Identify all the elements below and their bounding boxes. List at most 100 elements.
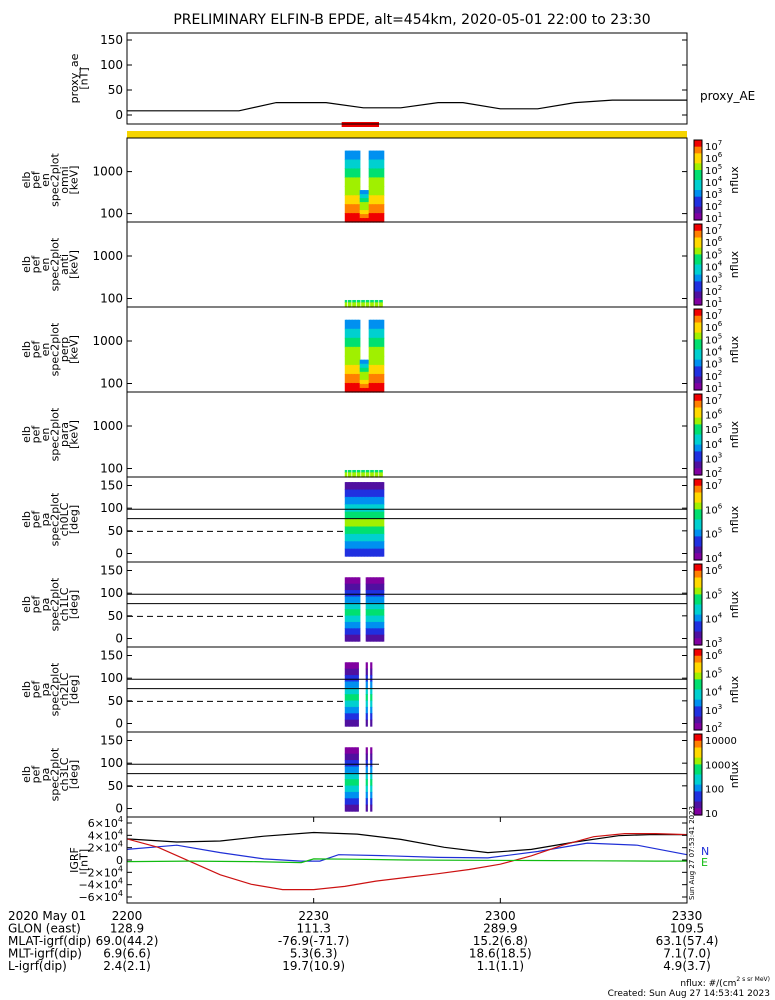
spectrogram-cell [353,302,356,306]
spectrogram-cell [353,772,356,780]
y-tick-label: 100 [100,207,123,221]
y-axis-label: [keV] [68,250,81,279]
colorbar-tick-label: 105 [705,587,722,601]
spectrogram-cell [350,590,353,598]
spectrogram-cell [344,304,347,308]
spectrogram-cell [374,302,377,306]
spectrogram-cell [347,694,350,702]
spectrogram-cell [380,489,383,498]
spectrogram-cell [379,299,382,303]
spectrogram-cell [344,168,347,178]
spectrogram-cell [364,214,367,219]
spectrogram-cell [352,474,355,478]
spectrogram-cell [349,319,352,330]
spectrogram-cell [379,346,382,357]
y-tick-label: 150 [100,33,123,47]
labels-layer: 150100500proxy_ae[nT]proxy_AE1000100elbp… [20,33,755,904]
spectrogram-cell [352,548,355,557]
spectrogram-cell [355,804,358,812]
spectrogram-cell [382,596,385,604]
spectrogram-cell [353,700,356,708]
spectrogram-cell [379,337,382,348]
spectrogram-cell [371,204,374,214]
spectrogram-cell [376,621,379,629]
spectrogram-cell [379,482,382,491]
spectrogram-cell [350,668,353,676]
spectrogram-cell [365,668,368,676]
spectrogram-cell [358,482,361,491]
spectrogram-cell [371,319,374,330]
spectrogram-cell [380,583,383,591]
spectrogram-cell [353,489,356,498]
spectrogram-cell [346,602,349,610]
footer-value: 69.0(44.2) [96,934,159,948]
spectrogram-cell [370,541,373,550]
spectrogram-cell [346,779,349,787]
spectrogram-cell [361,533,364,542]
y-tick-label: 6×104 [88,815,123,830]
spectrogram-cell [371,590,374,598]
colorbar-cell [694,186,702,191]
spectrogram-cell [353,747,356,755]
colorbar-cell [694,143,702,148]
colorbar-cell [694,798,702,803]
panel-frame [126,646,688,733]
spectrogram-cell [365,713,368,721]
spectrogram-cell [380,504,383,513]
spectrogram-cell [364,371,367,377]
spectrogram-cell [359,214,362,219]
spectrogram-cell [355,150,358,161]
colorbar-cell [694,193,702,198]
spectrogram-cell [349,299,352,303]
spectrogram-cell [362,548,365,557]
spectrogram-cell [350,700,353,708]
spectrogram-cell [380,204,383,214]
y-axis-label: elb [20,426,33,443]
spectrogram-cell [344,694,347,702]
spectrogram-cell [368,548,371,557]
y-axis-label: [nT] [78,849,91,871]
colorbar-cell [694,492,702,497]
colorbar-cell [694,281,702,286]
colorbar-tick-label: 100 [705,785,724,796]
spectrogram-cell [355,662,358,670]
spectrogram-cell [350,526,353,535]
spectrogram-cell [353,602,356,610]
spectrogram-cell [373,526,376,535]
spectrogram-cell [346,168,349,178]
spectrogram-cell [358,526,361,535]
colorbar-tick-label: 101 [705,211,722,225]
spectrogram-cell [347,519,350,528]
spectrogram-cell [358,583,361,591]
colorbar-cell [694,190,702,194]
colorbar-tick-label: 104 [705,260,723,274]
colorbar-frame [693,393,703,476]
spectrogram-cell [359,367,362,373]
spectrogram-cell [367,359,370,365]
spectrogram-cell [352,687,355,695]
colorbar-cell [694,251,702,255]
spectrogram-cell [350,319,353,330]
spectrogram-cell [382,504,385,513]
spectrogram-cell [364,379,367,385]
spectrogram-cell [367,375,370,381]
colorbar-cell [694,196,702,201]
spectrogram-cell [359,363,362,369]
y-axis-label: pa [39,768,52,782]
spectrogram-cell [376,337,379,348]
spectrogram-cell [356,548,359,557]
spectrogram-cell [352,382,355,393]
spectrogram-cell [376,583,379,591]
spectrogram-cell [361,210,364,215]
spectrogram-cell [374,469,377,473]
spectrogram-cell [349,791,352,799]
spectrogram-cell [353,472,356,476]
spectrogram-cell [356,760,359,768]
spectrogram-cell [352,482,355,491]
spectrogram-cell [382,526,385,535]
spectrogram-cell [370,482,373,491]
spectrogram-cell [361,214,364,219]
spectrogram-cell [362,526,365,535]
spectrogram-cell [371,302,374,306]
y-tick-label: 1000 [92,334,123,348]
